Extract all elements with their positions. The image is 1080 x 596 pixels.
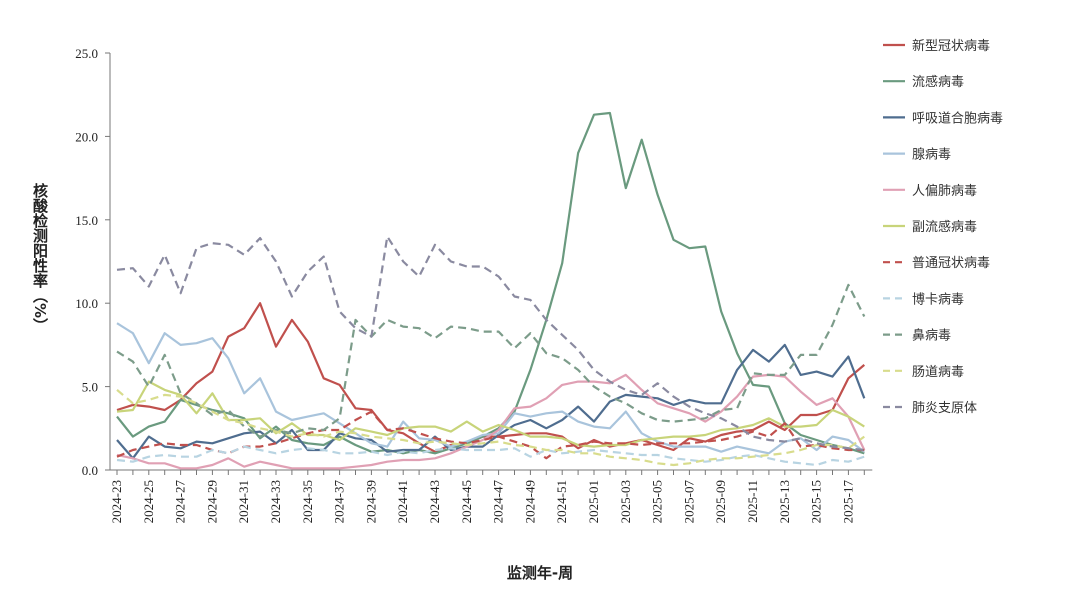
- x-tick-label: 2024-23: [109, 480, 124, 523]
- legend-label: 人偏肺病毒: [912, 184, 977, 199]
- x-tick-label: 2025-03: [618, 480, 633, 523]
- legend-item: 普通冠状病毒: [883, 256, 990, 271]
- legend-item: 博卡病毒: [883, 292, 964, 307]
- legend-item: 肠道病毒: [883, 365, 964, 380]
- x-tick-label: 2024-41: [395, 480, 410, 523]
- y-tick-label: 20.0: [75, 129, 98, 144]
- x-tick-label: 2024-51: [554, 480, 569, 523]
- x-axis-label: 监测年-周: [507, 564, 573, 582]
- x-tick-label: 2024-47: [491, 480, 506, 524]
- y-axis-label: 核酸检测阳性率（%）: [31, 182, 49, 333]
- series-line: [116, 445, 865, 467]
- x-tick-label: 2025-13: [777, 480, 792, 523]
- legend-label: 鼻病毒: [912, 328, 951, 344]
- legend-label: 呼吸道合胞病毒: [912, 111, 1003, 126]
- series-line: [116, 389, 865, 467]
- x-tick-label: 2024-39: [363, 480, 378, 523]
- legend-item: 人偏肺病毒: [883, 184, 977, 199]
- series-line: [116, 235, 865, 452]
- y-tick-label: 0.0: [82, 463, 98, 478]
- legend-label: 流感病毒: [912, 74, 964, 90]
- x-tick-label: 2025-17: [840, 480, 855, 524]
- series-line: [116, 410, 865, 460]
- legend-label: 博卡病毒: [912, 292, 964, 307]
- series-line: [116, 343, 866, 460]
- y-tick-label: 15.0: [75, 213, 98, 228]
- x-tick-label: 2024-49: [522, 480, 537, 523]
- x-tick-label: 2025-07: [681, 480, 696, 524]
- legend-label: 新型冠状病毒: [912, 38, 990, 54]
- x-tick-label: 2024-35: [300, 480, 315, 523]
- legend-label: 腺病毒: [912, 148, 951, 163]
- x-tick-label: 2024-25: [141, 480, 156, 523]
- legend-item: 副流感病毒: [883, 219, 977, 235]
- x-tick-label: 2025-09: [713, 480, 728, 523]
- legend-label: 肠道病毒: [912, 365, 964, 380]
- legend-item: 腺病毒: [883, 148, 951, 163]
- x-tick-label: 2024-43: [427, 480, 442, 523]
- x-tick-label: 2024-45: [459, 480, 474, 523]
- x-tick-label: 2024-27: [173, 480, 188, 524]
- x-tick-label: 2025-11: [745, 480, 760, 523]
- legend-item: 鼻病毒: [883, 328, 951, 344]
- series-line: [116, 302, 866, 453]
- y-tick-label: 10.0: [75, 296, 98, 311]
- x-tick-label: 2024-37: [332, 480, 347, 524]
- legend-label: 副流感病毒: [912, 219, 977, 235]
- y-tick-label: 25.0: [75, 46, 98, 61]
- x-tick-label: 2025-05: [650, 480, 665, 523]
- series-line: [116, 380, 865, 448]
- legend-label: 普通冠状病毒: [912, 256, 990, 271]
- series-line: [116, 373, 866, 470]
- x-tick-label: 2024-33: [268, 480, 283, 523]
- series-lines: [116, 111, 866, 470]
- x-tick-label: 2025-01: [586, 480, 601, 523]
- legend-item: 新型冠状病毒: [883, 38, 990, 54]
- x-tick-label: 2025-15: [809, 480, 824, 523]
- x-tick-label: 2024-29: [204, 480, 219, 523]
- y-tick-label: 5.0: [82, 380, 98, 395]
- legend-item: 流感病毒: [883, 74, 964, 90]
- series-line: [116, 111, 865, 455]
- legend-item: 肺炎支原体: [883, 401, 977, 416]
- axes: 0.0 5.0 10.0 15.0 20.0 25.0 2024-23 2024-25 2024…: [75, 46, 873, 524]
- x-tick-label: 2024-31: [236, 480, 251, 523]
- legend-item: 呼吸道合胞病毒: [883, 111, 1003, 126]
- legend-label: 肺炎支原体: [912, 401, 977, 416]
- legend: 新型冠状病毒流感病毒呼吸道合胞病毒腺病毒人偏肺病毒副流感病毒普通冠状病毒博卡病毒…: [883, 38, 1003, 416]
